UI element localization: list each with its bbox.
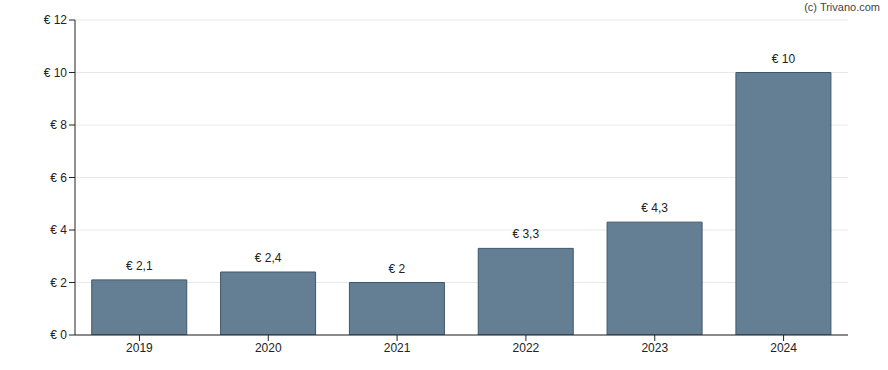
html-text:(c) Trivano.com: (c) Trivano.com [804,1,880,13]
svg-text:€ 2: € 2 [389,262,406,276]
svg-text:€ 4,3: € 4,3 [641,201,668,215]
svg-text:€ 2,4: € 2,4 [255,251,282,265]
svg-text:€ 3,3: € 3,3 [512,227,539,241]
svg-text:€ 2,1: € 2,1 [126,259,153,273]
svg-text:2020: 2020 [255,341,282,355]
svg-text:2023: 2023 [641,341,668,355]
svg-text:2024: 2024 [770,341,797,355]
svg-text:€ 12: € 12 [44,13,68,27]
svg-text:2022: 2022 [513,341,540,355]
svg-text:€ 10: € 10 [772,52,796,66]
svg-text:€ 2: € 2 [50,276,67,290]
svg-text:€ 4: € 4 [50,223,67,237]
svg-text:€ 10: € 10 [44,66,68,80]
svg-text:2019: 2019 [126,341,153,355]
svg-text:€ 0: € 0 [50,328,67,342]
svg-text:€ 8: € 8 [50,118,67,132]
svg-text:€ 6: € 6 [50,171,67,185]
svg-text:2021: 2021 [384,341,411,355]
